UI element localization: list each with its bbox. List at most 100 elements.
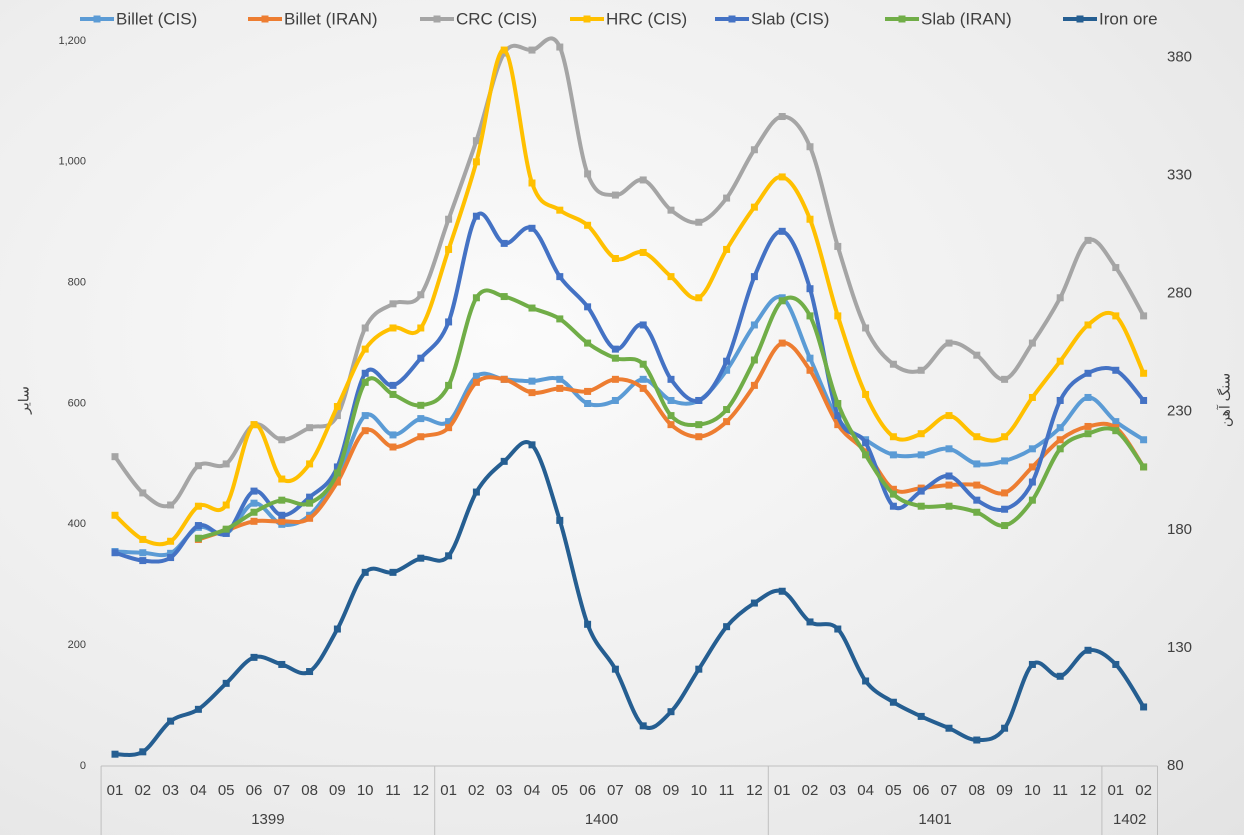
point-marker — [917, 502, 925, 510]
point-marker — [278, 511, 286, 519]
point-marker — [889, 490, 897, 498]
point-marker — [723, 623, 731, 631]
x-tick-label: 07 — [941, 782, 958, 799]
point-marker — [584, 400, 592, 407]
point-marker — [333, 412, 341, 420]
point-marker — [167, 717, 175, 725]
y2-axis-title: سنگ آهن — [1216, 373, 1234, 427]
x-tick-label: 01 — [774, 782, 791, 799]
x-tick-label: 09 — [996, 782, 1013, 799]
point-marker — [389, 568, 397, 576]
x-tick-label: 01 — [1107, 782, 1124, 799]
point-marker — [250, 421, 258, 429]
point-marker — [167, 501, 175, 509]
x-tick-label: 08 — [301, 782, 318, 799]
point-marker — [417, 415, 425, 423]
point-marker — [556, 384, 564, 392]
x-tick-label: 06 — [579, 782, 596, 799]
point-marker — [333, 463, 341, 471]
point-marker — [1001, 457, 1009, 465]
point-marker — [778, 227, 786, 235]
point-marker — [1056, 396, 1064, 404]
point-marker — [250, 653, 258, 661]
point-marker — [806, 366, 814, 374]
x-tick-label: 12 — [1080, 782, 1097, 799]
y-tick-label: 1,200 — [58, 35, 86, 47]
x-tick-label: 03 — [829, 782, 846, 799]
point-marker — [639, 722, 647, 730]
point-marker — [973, 736, 981, 744]
point-marker — [361, 324, 369, 332]
point-marker — [556, 43, 564, 51]
y2-tick-label: 180 — [1167, 521, 1192, 538]
legend-marker — [583, 15, 591, 23]
x-tick-label: 05 — [218, 782, 235, 799]
point-marker — [361, 369, 369, 377]
point-marker — [167, 549, 175, 557]
point-marker — [584, 339, 592, 347]
point-marker — [417, 324, 425, 332]
legend-marker — [728, 15, 736, 23]
x-tick-label: 01 — [440, 782, 457, 799]
point-marker — [417, 401, 425, 409]
point-marker — [139, 557, 147, 565]
point-marker — [611, 665, 619, 673]
point-marker — [1028, 496, 1036, 504]
point-marker — [1112, 418, 1120, 426]
x-tick-label: 02 — [468, 782, 485, 799]
y-tick-label: 400 — [68, 518, 86, 530]
point-marker — [834, 421, 842, 429]
point-marker — [1112, 366, 1120, 374]
point-marker — [222, 525, 230, 533]
point-marker — [723, 406, 731, 414]
x-tick-label: 01 — [107, 782, 124, 799]
point-marker — [306, 668, 314, 676]
point-marker — [333, 625, 341, 633]
y2-tick-label: 130 — [1167, 639, 1192, 656]
point-marker — [806, 354, 814, 362]
point-marker — [723, 194, 731, 202]
point-marker — [750, 273, 758, 281]
point-marker — [111, 453, 119, 461]
point-marker — [834, 312, 842, 320]
x-tick-label: 05 — [885, 782, 902, 799]
point-marker — [1140, 703, 1148, 711]
point-marker — [611, 345, 619, 353]
y2-tick-label: 330 — [1167, 167, 1192, 184]
point-marker — [1112, 312, 1120, 320]
series-line — [114, 440, 1146, 757]
point-marker — [1028, 339, 1036, 347]
point-marker — [194, 705, 202, 713]
point-marker — [1084, 422, 1092, 430]
y-tick-label: 600 — [68, 397, 86, 409]
point-marker — [611, 375, 619, 383]
point-marker — [500, 239, 508, 247]
point-marker — [667, 412, 675, 420]
point-marker — [778, 587, 786, 595]
point-marker — [194, 534, 202, 542]
point-marker — [1084, 321, 1092, 329]
point-marker — [778, 297, 786, 305]
point-marker — [973, 496, 981, 504]
x-tick-label: 04 — [190, 782, 207, 799]
point-marker — [250, 487, 258, 495]
point-marker — [667, 421, 675, 429]
x-tick-label: 02 — [802, 782, 819, 799]
point-marker — [361, 427, 369, 435]
point-marker — [1112, 660, 1120, 668]
point-marker — [806, 143, 814, 151]
group-label: 1401 — [918, 811, 951, 828]
point-marker — [1028, 478, 1036, 486]
point-marker — [278, 517, 286, 525]
point-marker — [139, 535, 147, 543]
point-marker — [611, 255, 619, 262]
point-marker — [889, 360, 897, 368]
point-marker — [417, 354, 425, 362]
legend-label: Slab (IRAN) — [921, 9, 1012, 28]
point-marker — [194, 462, 202, 470]
y-tick-label: 0 — [80, 760, 86, 772]
point-marker — [1112, 264, 1120, 272]
point-marker — [222, 460, 230, 468]
point-marker — [945, 502, 953, 510]
legend-label: CRC (CIS) — [456, 9, 537, 28]
